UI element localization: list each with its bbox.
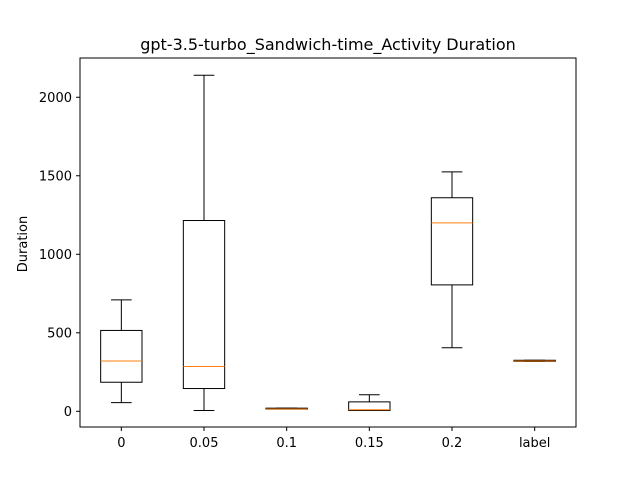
box-iqr xyxy=(348,401,391,412)
x-tick-label: 0.1 xyxy=(276,436,297,451)
plot-area: 0 500 1000 1500 2000 0 0.05 0.1 0.15 0.2 label xyxy=(39,57,577,451)
box-iqr xyxy=(430,197,474,286)
y-tick-label: 2000 xyxy=(39,91,72,106)
x-tick-label: 0.05 xyxy=(190,436,219,451)
x-tick-label: label xyxy=(519,436,550,451)
y-tick-label: 0 xyxy=(64,405,72,420)
plot-frame xyxy=(79,57,577,428)
box-iqr xyxy=(182,220,226,390)
y-tick-label: 1000 xyxy=(39,248,72,263)
y-tick-label: 500 xyxy=(47,326,72,341)
x-tick-label: 0.2 xyxy=(442,436,463,451)
x-tick-label: 0 xyxy=(117,436,125,451)
box-iqr xyxy=(100,329,143,383)
y-tick-label: 1500 xyxy=(39,169,72,184)
y-axis-label: Duration xyxy=(16,216,31,272)
x-tick-label: 0.15 xyxy=(355,436,384,451)
chart-title: gpt-3.5-turbo_Sandwich-time_Activity Dur… xyxy=(140,35,516,55)
